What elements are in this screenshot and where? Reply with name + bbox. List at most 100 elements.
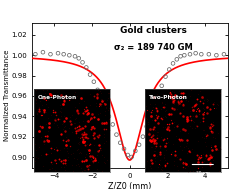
Point	[207, 126, 211, 129]
Point	[89, 157, 93, 160]
Point	[64, 136, 68, 139]
Point	[153, 142, 157, 145]
Point	[82, 113, 86, 116]
Point	[92, 157, 96, 160]
Point	[77, 151, 81, 154]
Point	[200, 112, 204, 115]
Point	[194, 153, 198, 156]
Point	[193, 112, 197, 115]
Point	[46, 116, 50, 119]
Point	[204, 162, 208, 165]
Point	[95, 96, 99, 99]
Point	[203, 134, 207, 137]
Point	[176, 90, 180, 93]
Point	[47, 121, 51, 124]
Point	[77, 102, 81, 105]
Point	[97, 144, 101, 147]
Point	[148, 158, 152, 161]
Point	[194, 109, 198, 112]
Point	[217, 100, 221, 103]
Point	[172, 153, 176, 156]
Point	[217, 100, 221, 103]
Point	[125, 153, 129, 156]
Point	[105, 97, 109, 100]
Point	[87, 165, 91, 168]
Point	[88, 118, 92, 121]
Point	[86, 136, 90, 139]
Point	[81, 111, 85, 114]
Point	[82, 168, 86, 171]
Point	[84, 106, 88, 109]
Point	[163, 164, 167, 167]
Point	[89, 125, 93, 128]
Point	[96, 150, 100, 153]
Point	[75, 148, 79, 151]
Point	[199, 166, 203, 169]
Point	[212, 136, 216, 139]
Point	[158, 144, 162, 147]
Point	[148, 164, 152, 167]
Point	[88, 73, 92, 76]
Point	[41, 89, 45, 92]
Point	[204, 153, 208, 156]
Point	[176, 169, 180, 172]
Point	[191, 109, 195, 112]
Point	[46, 167, 50, 170]
Point	[190, 115, 194, 118]
Point	[180, 95, 184, 98]
Point	[92, 158, 97, 161]
Point	[40, 107, 44, 110]
Point	[100, 102, 104, 105]
Point	[181, 94, 185, 97]
Point	[84, 164, 88, 167]
Point	[148, 139, 152, 142]
Point	[195, 98, 199, 101]
Point	[66, 152, 70, 155]
Point	[210, 123, 214, 126]
Point	[195, 160, 199, 163]
Point	[99, 98, 103, 101]
Point	[204, 135, 208, 138]
Point	[190, 147, 194, 150]
Point	[158, 158, 162, 161]
Point	[187, 115, 191, 118]
Point	[152, 95, 156, 98]
Point	[207, 157, 211, 160]
Point	[168, 91, 172, 94]
Point	[74, 116, 78, 119]
Point	[207, 153, 211, 156]
Point	[89, 113, 93, 116]
Point	[84, 148, 88, 151]
Point	[83, 169, 87, 172]
Point	[60, 138, 64, 141]
Point	[71, 151, 75, 154]
Point	[64, 94, 68, 97]
Point	[162, 115, 166, 118]
Point	[62, 130, 67, 133]
Point	[44, 103, 48, 106]
Point	[33, 53, 37, 56]
Point	[45, 138, 49, 141]
Point	[150, 137, 154, 140]
Point	[200, 97, 204, 100]
Point	[97, 102, 101, 105]
Point	[56, 52, 60, 55]
Point	[207, 157, 211, 160]
Point	[168, 95, 172, 98]
Point	[183, 166, 187, 169]
Point	[78, 150, 82, 153]
Point	[212, 144, 216, 147]
Point	[104, 105, 108, 108]
Point	[169, 94, 173, 97]
Point	[145, 160, 149, 163]
Point	[87, 151, 91, 154]
Point	[42, 91, 46, 94]
Point	[181, 91, 185, 94]
Point	[53, 119, 57, 122]
Point	[104, 99, 108, 102]
Text: 20 μm: 20 μm	[195, 171, 209, 175]
Point	[196, 109, 200, 112]
Point	[54, 162, 58, 165]
Point	[99, 92, 103, 95]
Point	[71, 121, 75, 124]
